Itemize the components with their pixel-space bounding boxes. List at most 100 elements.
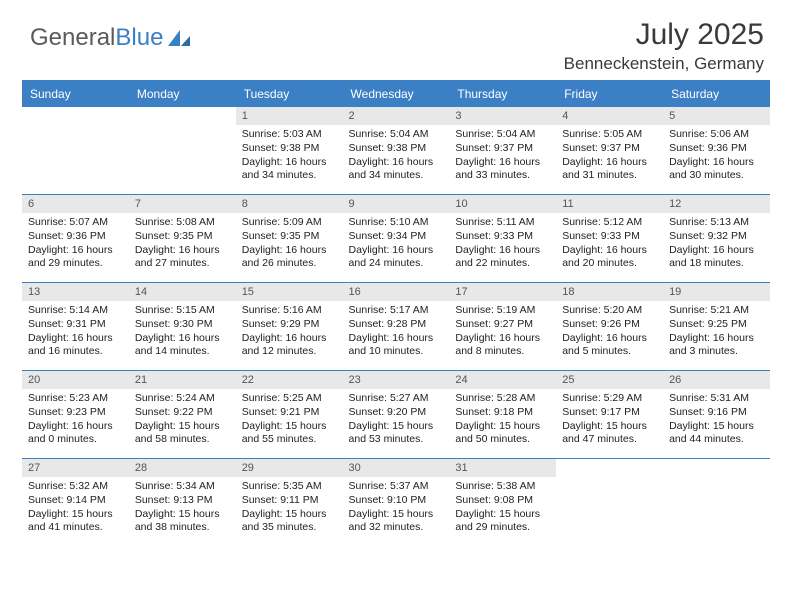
sunrise-text: Sunrise: 5:24 AM: [135, 392, 230, 406]
daylight-text: Daylight: 15 hours and 44 minutes.: [669, 420, 764, 447]
calendar-day-cell: 23Sunrise: 5:27 AMSunset: 9:20 PMDayligh…: [343, 371, 450, 459]
sunset-text: Sunset: 9:08 PM: [455, 494, 550, 508]
daylight-text: Daylight: 16 hours and 34 minutes.: [349, 156, 444, 183]
day-body: Sunrise: 5:38 AMSunset: 9:08 PMDaylight:…: [449, 477, 556, 539]
day-number: 4: [556, 107, 663, 125]
daylight-text: Daylight: 15 hours and 53 minutes.: [349, 420, 444, 447]
calendar-day-cell: [129, 107, 236, 195]
day-number: 1: [236, 107, 343, 125]
day-number: 20: [22, 371, 129, 389]
day-number: 14: [129, 283, 236, 301]
sunrise-text: Sunrise: 5:06 AM: [669, 128, 764, 142]
sunset-text: Sunset: 9:31 PM: [28, 318, 123, 332]
day-number: 22: [236, 371, 343, 389]
calendar-day-cell: 8Sunrise: 5:09 AMSunset: 9:35 PMDaylight…: [236, 195, 343, 283]
calendar-day-cell: 11Sunrise: 5:12 AMSunset: 9:33 PMDayligh…: [556, 195, 663, 283]
day-body: Sunrise: 5:11 AMSunset: 9:33 PMDaylight:…: [449, 213, 556, 275]
daylight-text: Daylight: 15 hours and 41 minutes.: [28, 508, 123, 535]
daylight-text: Daylight: 16 hours and 30 minutes.: [669, 156, 764, 183]
day-number: 10: [449, 195, 556, 213]
daylight-text: Daylight: 16 hours and 33 minutes.: [455, 156, 550, 183]
sunrise-text: Sunrise: 5:37 AM: [349, 480, 444, 494]
weekday-header: Sunday: [22, 82, 129, 107]
sunset-text: Sunset: 9:11 PM: [242, 494, 337, 508]
sunset-text: Sunset: 9:30 PM: [135, 318, 230, 332]
sunset-text: Sunset: 9:36 PM: [28, 230, 123, 244]
brand-part1: General: [30, 24, 115, 52]
day-number: 12: [663, 195, 770, 213]
calendar-day-cell: 25Sunrise: 5:29 AMSunset: 9:17 PMDayligh…: [556, 371, 663, 459]
sunrise-text: Sunrise: 5:07 AM: [28, 216, 123, 230]
calendar-week-row: 27Sunrise: 5:32 AMSunset: 9:14 PMDayligh…: [22, 459, 770, 547]
daylight-text: Daylight: 15 hours and 50 minutes.: [455, 420, 550, 447]
sunrise-text: Sunrise: 5:14 AM: [28, 304, 123, 318]
day-body: Sunrise: 5:24 AMSunset: 9:22 PMDaylight:…: [129, 389, 236, 451]
daylight-text: Daylight: 16 hours and 31 minutes.: [562, 156, 657, 183]
day-number: 31: [449, 459, 556, 477]
sunrise-text: Sunrise: 5:27 AM: [349, 392, 444, 406]
sunrise-text: Sunrise: 5:38 AM: [455, 480, 550, 494]
calendar-week-row: 13Sunrise: 5:14 AMSunset: 9:31 PMDayligh…: [22, 283, 770, 371]
day-body: Sunrise: 5:07 AMSunset: 9:36 PMDaylight:…: [22, 213, 129, 275]
day-body: Sunrise: 5:06 AMSunset: 9:36 PMDaylight:…: [663, 125, 770, 187]
calendar-day-cell: 22Sunrise: 5:25 AMSunset: 9:21 PMDayligh…: [236, 371, 343, 459]
sunset-text: Sunset: 9:27 PM: [455, 318, 550, 332]
day-body: Sunrise: 5:05 AMSunset: 9:37 PMDaylight:…: [556, 125, 663, 187]
calendar-day-cell: 30Sunrise: 5:37 AMSunset: 9:10 PMDayligh…: [343, 459, 450, 547]
calendar-day-cell: 9Sunrise: 5:10 AMSunset: 9:34 PMDaylight…: [343, 195, 450, 283]
sunrise-text: Sunrise: 5:35 AM: [242, 480, 337, 494]
day-number: 2: [343, 107, 450, 125]
sunset-text: Sunset: 9:17 PM: [562, 406, 657, 420]
calendar-week-row: 20Sunrise: 5:23 AMSunset: 9:23 PMDayligh…: [22, 371, 770, 459]
daylight-text: Daylight: 16 hours and 0 minutes.: [28, 420, 123, 447]
day-number: 5: [663, 107, 770, 125]
sunset-text: Sunset: 9:29 PM: [242, 318, 337, 332]
calendar-day-cell: 15Sunrise: 5:16 AMSunset: 9:29 PMDayligh…: [236, 283, 343, 371]
daylight-text: Daylight: 16 hours and 26 minutes.: [242, 244, 337, 271]
day-body: Sunrise: 5:31 AMSunset: 9:16 PMDaylight:…: [663, 389, 770, 451]
sunset-text: Sunset: 9:38 PM: [242, 142, 337, 156]
day-number: 6: [22, 195, 129, 213]
daylight-text: Daylight: 16 hours and 5 minutes.: [562, 332, 657, 359]
calendar-day-cell: 16Sunrise: 5:17 AMSunset: 9:28 PMDayligh…: [343, 283, 450, 371]
sunrise-text: Sunrise: 5:05 AM: [562, 128, 657, 142]
sunrise-text: Sunrise: 5:16 AM: [242, 304, 337, 318]
day-body: Sunrise: 5:16 AMSunset: 9:29 PMDaylight:…: [236, 301, 343, 363]
calendar-day-cell: 19Sunrise: 5:21 AMSunset: 9:25 PMDayligh…: [663, 283, 770, 371]
sunset-text: Sunset: 9:38 PM: [349, 142, 444, 156]
sunrise-text: Sunrise: 5:32 AM: [28, 480, 123, 494]
sunset-text: Sunset: 9:22 PM: [135, 406, 230, 420]
sunset-text: Sunset: 9:25 PM: [669, 318, 764, 332]
weekday-header-row: SundayMondayTuesdayWednesdayThursdayFrid…: [22, 82, 770, 107]
sunset-text: Sunset: 9:32 PM: [669, 230, 764, 244]
day-number: 11: [556, 195, 663, 213]
sunrise-text: Sunrise: 5:09 AM: [242, 216, 337, 230]
calendar-day-cell: [663, 459, 770, 547]
calendar-day-cell: 12Sunrise: 5:13 AMSunset: 9:32 PMDayligh…: [663, 195, 770, 283]
day-number: 27: [22, 459, 129, 477]
day-number: 3: [449, 107, 556, 125]
daylight-text: Daylight: 16 hours and 3 minutes.: [669, 332, 764, 359]
daylight-text: Daylight: 15 hours and 55 minutes.: [242, 420, 337, 447]
sunset-text: Sunset: 9:33 PM: [455, 230, 550, 244]
weekday-header: Friday: [556, 82, 663, 107]
sunrise-text: Sunrise: 5:28 AM: [455, 392, 550, 406]
sunset-text: Sunset: 9:37 PM: [455, 142, 550, 156]
sunset-text: Sunset: 9:21 PM: [242, 406, 337, 420]
calendar-day-cell: 17Sunrise: 5:19 AMSunset: 9:27 PMDayligh…: [449, 283, 556, 371]
day-body: Sunrise: 5:15 AMSunset: 9:30 PMDaylight:…: [129, 301, 236, 363]
daylight-text: Daylight: 15 hours and 35 minutes.: [242, 508, 337, 535]
day-body: Sunrise: 5:32 AMSunset: 9:14 PMDaylight:…: [22, 477, 129, 539]
daylight-text: Daylight: 15 hours and 32 minutes.: [349, 508, 444, 535]
calendar-day-cell: 2Sunrise: 5:04 AMSunset: 9:38 PMDaylight…: [343, 107, 450, 195]
calendar-week-row: 1Sunrise: 5:03 AMSunset: 9:38 PMDaylight…: [22, 107, 770, 195]
weekday-header: Saturday: [663, 82, 770, 107]
sunrise-text: Sunrise: 5:12 AM: [562, 216, 657, 230]
daylight-text: Daylight: 16 hours and 22 minutes.: [455, 244, 550, 271]
sunset-text: Sunset: 9:35 PM: [242, 230, 337, 244]
sunset-text: Sunset: 9:37 PM: [562, 142, 657, 156]
day-body: Sunrise: 5:03 AMSunset: 9:38 PMDaylight:…: [236, 125, 343, 187]
day-number: 19: [663, 283, 770, 301]
sunset-text: Sunset: 9:36 PM: [669, 142, 764, 156]
day-body: Sunrise: 5:13 AMSunset: 9:32 PMDaylight:…: [663, 213, 770, 275]
